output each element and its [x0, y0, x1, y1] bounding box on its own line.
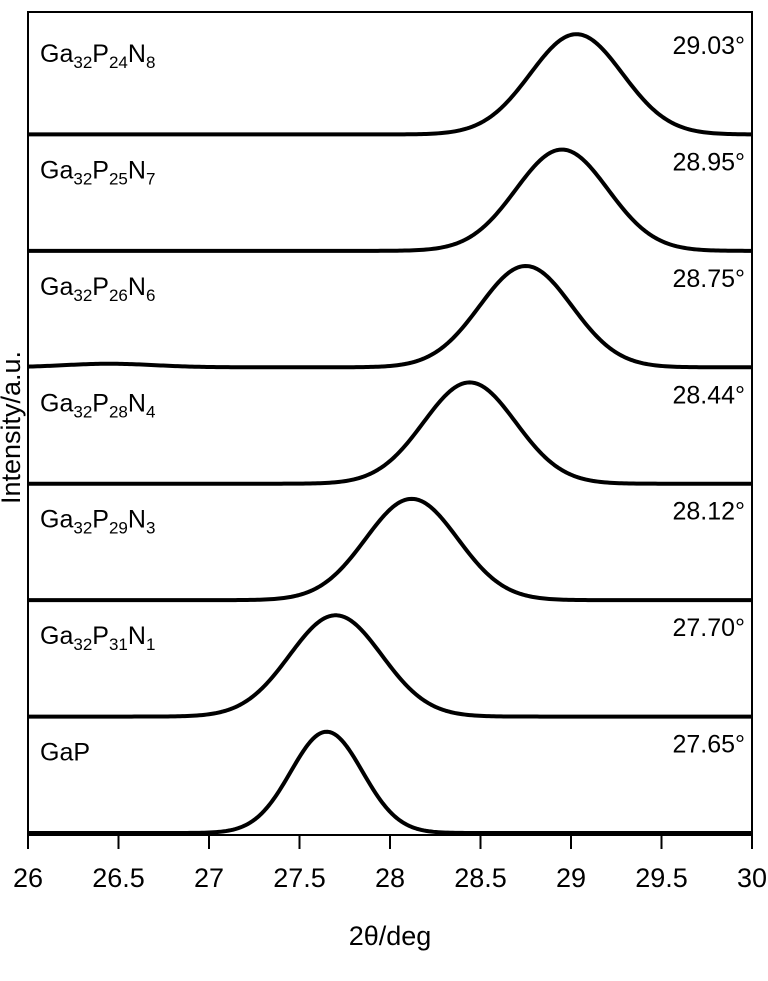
peak-label: 28.95° [672, 148, 745, 176]
x-tick-label: 26.5 [92, 863, 145, 893]
series-curve [27, 264, 753, 370]
series-panel: Ga32P25N7 28.95° [28, 147, 753, 253]
peak-label: 28.12° [672, 498, 745, 526]
series-curve [28, 496, 752, 603]
x-axis-title: 2θ/deg [349, 921, 432, 951]
series-panel: Ga32P28N4 28.44° [28, 380, 752, 486]
series-label: Ga32P24N8 [40, 40, 155, 72]
peak-label: 28.44° [672, 381, 745, 409]
series-panel: GaP 27.65° [28, 729, 752, 835]
series-label: Ga32P26N6 [40, 273, 155, 305]
x-tick-label: 30 [737, 863, 767, 893]
x-tick-label: 26 [13, 863, 43, 893]
series-curve [28, 32, 753, 137]
series-label: Ga32P31N1 [40, 622, 155, 654]
series-label: GaP [40, 739, 90, 767]
peak-label: 28.75° [672, 265, 745, 293]
x-tick-label: 27.5 [273, 863, 326, 893]
series-panel: Ga32P31N1 27.70° [28, 613, 752, 719]
x-tick-label: 27 [194, 863, 224, 893]
peak-label: 27.70° [672, 614, 745, 642]
series-curve [28, 613, 752, 719]
peak-label: 29.03° [672, 32, 745, 60]
series-panel: Ga32P26N6 28.75° [27, 264, 753, 370]
x-tick-label: 29.5 [635, 863, 688, 893]
x-tick-label: 28.5 [454, 863, 507, 893]
series-label: Ga32P29N3 [40, 506, 155, 538]
panels-group: Ga32P24N8 29.03° Ga32P25N7 28.95° Ga32P26N6 2… [27, 11, 753, 836]
y-axis-title: Intensity/a.u. [0, 351, 26, 504]
series-curve [28, 147, 753, 253]
series-panel: Ga32P29N3 28.12° [28, 496, 752, 603]
series-curve [28, 729, 752, 835]
series-curve [28, 380, 752, 486]
series-label: Ga32P28N4 [40, 389, 155, 421]
x-tick-label: 29 [556, 863, 586, 893]
x-axis: 26 26.5 27 27.5 28 28.5 29 29.5 30 [13, 835, 767, 893]
peak-label: 27.65° [672, 731, 745, 759]
series-label: Ga32P25N7 [40, 156, 155, 188]
series-panel: Ga32P24N8 29.03° [28, 32, 753, 137]
x-tick-label: 28 [375, 863, 405, 893]
